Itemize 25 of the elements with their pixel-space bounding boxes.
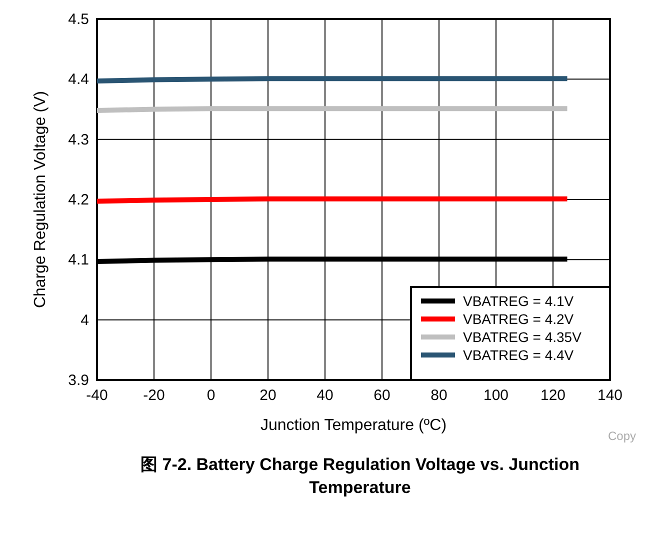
legend-label: VBATREG = 4.4V — [463, 347, 574, 363]
y-tick-label: 3.9 — [68, 372, 89, 389]
x-tick-label: -20 — [143, 387, 165, 404]
legend-label: VBATREG = 4.35V — [463, 329, 582, 345]
x-tick-label: 20 — [260, 387, 276, 404]
y-tick-label: 4.4 — [68, 71, 89, 88]
legend-label: VBATREG = 4.2V — [463, 311, 574, 327]
x-tick-label: 80 — [430, 387, 448, 404]
x-tick-label: 100 — [483, 387, 509, 404]
y-tick-label: 4.3 — [68, 131, 89, 148]
y-axis-title: Charge Regulation Voltage (V) — [32, 90, 49, 308]
x-tick-label: 140 — [597, 387, 623, 404]
y-tick-label: 4.5 — [68, 11, 89, 28]
x-axis-title: Junction Temperature (ºC) — [260, 417, 447, 434]
x-tick-label: 0 — [206, 387, 216, 404]
y-tick-label: 4 — [80, 312, 89, 329]
x-tick-label: -40 — [86, 387, 108, 404]
text: Copy — [608, 429, 636, 443]
x-tick-label: 60 — [374, 387, 390, 404]
x-tick-label: 120 — [540, 387, 566, 404]
y-tick-label: 4.2 — [68, 192, 89, 208]
legend-label: VBATREG = 4.1V — [463, 293, 574, 309]
x-tick-label: 40 — [316, 387, 334, 404]
text: 图 7-2. Battery Charge Regulation Voltage vs. Junction Temperature — [140, 454, 580, 499]
y-tick-label: 4.1 — [68, 252, 89, 269]
